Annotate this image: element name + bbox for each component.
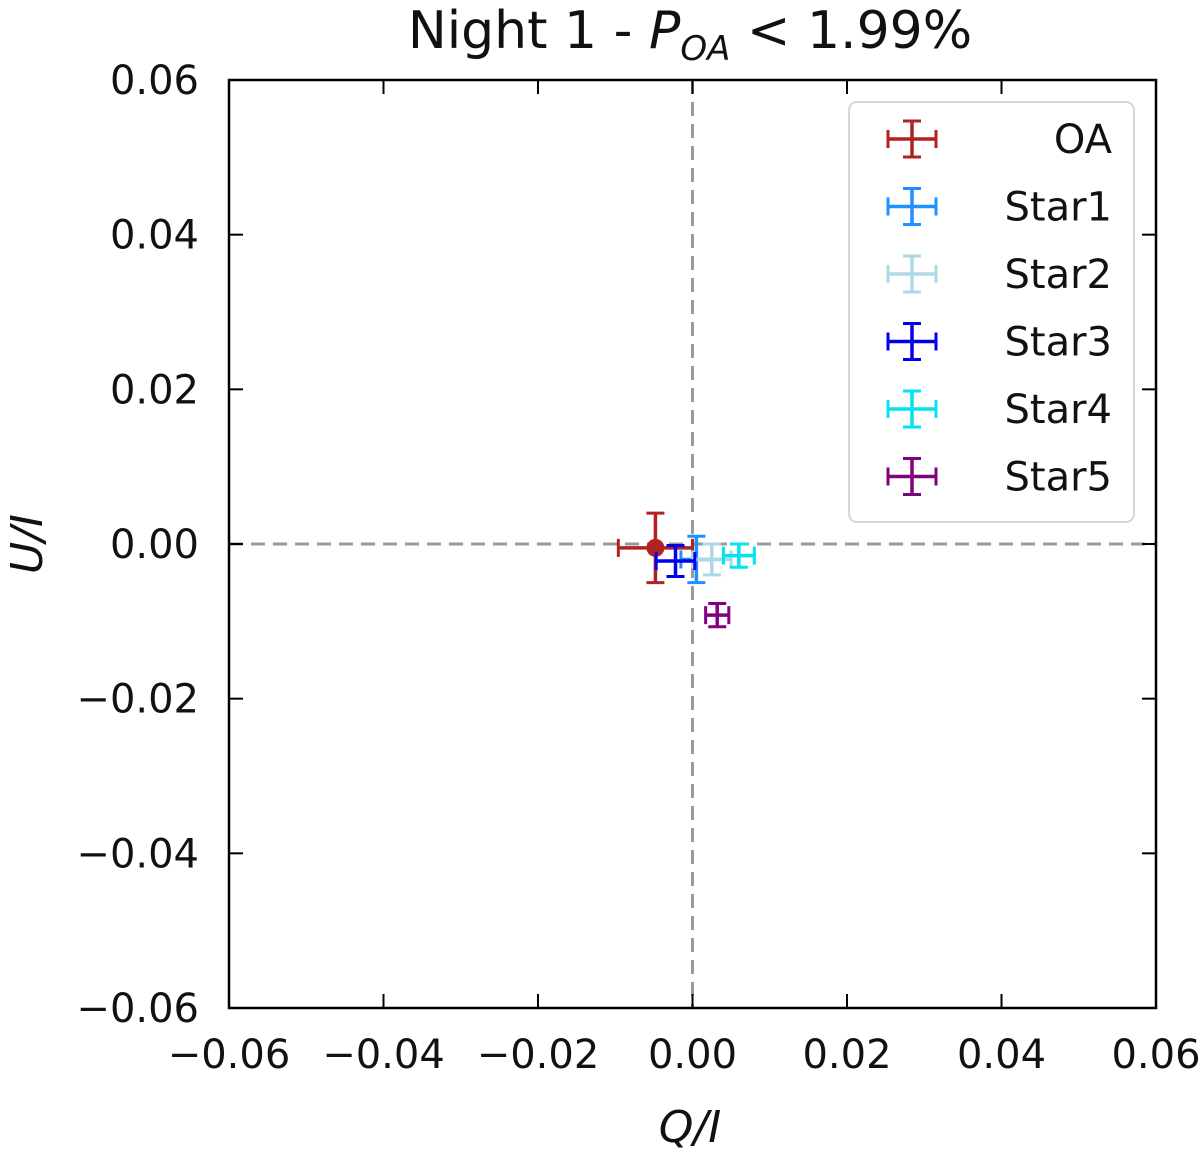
x-tick-labels: −0.06 −0.04 −0.02 0.00 0.02 0.04 0.06 — [168, 1032, 1200, 1078]
x-tick-label: 0.04 — [957, 1032, 1046, 1078]
legend-label-star5: Star5 — [1005, 455, 1112, 501]
data-point-star3 — [654, 544, 697, 578]
legend-label-star4: Star4 — [1005, 387, 1112, 433]
x-tick-label: −0.06 — [168, 1032, 291, 1078]
x-tick-label: 0.06 — [1111, 1032, 1200, 1078]
plot-frame — [227, 78, 1158, 1010]
data-series — [616, 511, 756, 629]
point-marker — [646, 538, 665, 557]
y-axis-label: U/I — [2, 514, 53, 574]
y-tick-label: 0.00 — [110, 522, 199, 568]
data-point-star5 — [704, 602, 731, 629]
y-tick-label: −0.06 — [76, 986, 199, 1032]
legend-handle-oa — [886, 119, 938, 159]
y-tick-label: 0.04 — [110, 213, 199, 259]
data-point-star4 — [721, 542, 756, 569]
legend-label-star2: Star2 — [1005, 252, 1112, 298]
chart-title: Night 1 - POA < 1.99% — [408, 1, 972, 69]
data-point-star2 — [691, 542, 733, 577]
x-tick-label: −0.04 — [322, 1032, 445, 1078]
data-point-oa — [616, 511, 694, 585]
legend-handle-star2 — [886, 254, 938, 294]
legend-items: OA Star1 Star2 Star3 Star4 Star5 — [886, 117, 1113, 501]
legend-label-star1: Star1 — [1005, 185, 1112, 231]
chart-title-suffix: < 1.99% — [730, 1, 972, 61]
legend-label-star3: Star3 — [1005, 320, 1112, 366]
legend: OA Star1 Star2 Star3 Star4 Star5 — [848, 101, 1135, 523]
legend-handle-star5 — [886, 457, 938, 496]
chart-title-prefix: Night 1 - — [408, 1, 649, 61]
y-tick-label: −0.04 — [76, 831, 199, 877]
chart-title-symbol: P — [649, 1, 681, 61]
legend-handle-star4 — [886, 389, 938, 429]
legend-handle-star1 — [886, 187, 938, 226]
y-tick-label: 0.02 — [110, 367, 199, 413]
y-tick-label: −0.02 — [76, 677, 199, 723]
x-axis-label: Q/I — [659, 1102, 721, 1151]
y-tick-label: 0.06 — [110, 58, 199, 104]
chart-title-subscript: OA — [680, 29, 730, 69]
x-tick-label: −0.02 — [477, 1032, 600, 1078]
x-tick-label: 0.02 — [802, 1032, 891, 1078]
x-tick-label: 0.00 — [648, 1032, 737, 1078]
y-tick-labels: −0.06 −0.04 −0.02 0.00 0.02 0.04 0.06 — [76, 58, 199, 1032]
legend-label-oa: OA — [1054, 117, 1113, 163]
legend-handle-star3 — [886, 322, 938, 361]
